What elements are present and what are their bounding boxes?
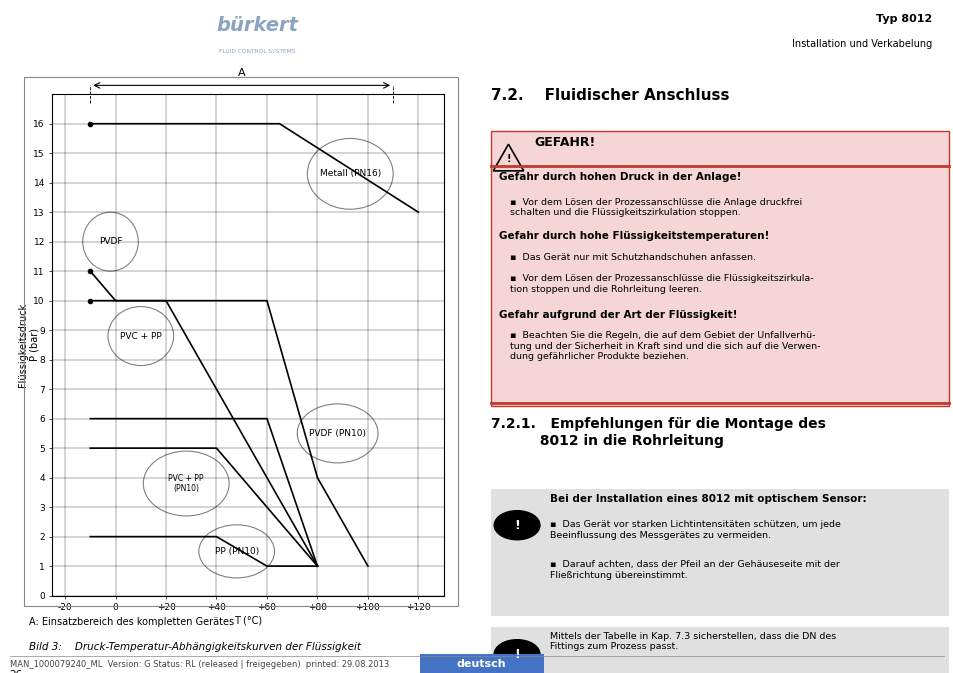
Text: Gefahr durch hohen Druck in der Anlage!: Gefahr durch hohen Druck in der Anlage! (498, 172, 740, 182)
Text: 7.2.    Fluidischer Anschluss: 7.2. Fluidischer Anschluss (491, 89, 729, 104)
Text: ▪  Vor dem Lösen der Prozessanschlüsse die Anlage druckfrei
schalten und die Flü: ▪ Vor dem Lösen der Prozessanschlüsse di… (510, 198, 801, 217)
Text: 26: 26 (10, 670, 23, 673)
Text: PVC + PP: PVC + PP (120, 332, 161, 341)
Y-axis label: Flüssigkeitsdruck
P (bar): Flüssigkeitsdruck P (bar) (18, 303, 40, 387)
Text: Bild 3:    Druck-Temperatur-Abhängigkeitskurven der Flüssigkeit: Bild 3: Druck-Temperatur-Abhängigkeitsku… (29, 641, 360, 651)
FancyBboxPatch shape (491, 627, 948, 673)
Text: GEFAHR!: GEFAHR! (534, 136, 595, 149)
Circle shape (494, 511, 539, 540)
Text: A: A (237, 68, 245, 78)
Text: deutsch: deutsch (456, 659, 506, 669)
Text: Bei der Installation eines 8012 mit optischem Sensor:: Bei der Installation eines 8012 mit opti… (550, 494, 866, 503)
Text: PVDF: PVDF (99, 237, 122, 246)
Text: Typ 8012: Typ 8012 (876, 14, 932, 24)
Text: ▪  Beachten Sie die Regeln, die auf dem Gebiet der Unfallverhü-
tung und der Sic: ▪ Beachten Sie die Regeln, die auf dem G… (510, 331, 820, 361)
Text: !: ! (506, 153, 510, 164)
Text: bürkert: bürkert (216, 15, 298, 34)
Text: !: ! (514, 647, 519, 661)
Text: ▪  Das Gerät nur mit Schutzhandschuhen anfassen.: ▪ Das Gerät nur mit Schutzhandschuhen an… (510, 252, 756, 262)
Text: Installation und Verkabelung: Installation und Verkabelung (792, 38, 932, 48)
Text: PVC + PP
(PN10): PVC + PP (PN10) (169, 474, 204, 493)
FancyBboxPatch shape (419, 653, 543, 673)
Text: MAN_1000079240_ML  Version: G Status: RL (released | freigegeben)  printed: 29.0: MAN_1000079240_ML Version: G Status: RL … (10, 660, 389, 669)
Text: Gefahr durch hohe Flüssigkeitstemperaturen!: Gefahr durch hohe Flüssigkeitstemperatur… (498, 231, 768, 241)
Text: ▪  Darauf achten, dass der Pfeil an der Gehäuseseite mit der
Fließrichtung übere: ▪ Darauf achten, dass der Pfeil an der G… (550, 561, 840, 579)
FancyBboxPatch shape (491, 131, 948, 406)
Text: Metall (PN16): Metall (PN16) (319, 170, 380, 178)
Text: Mittels der Tabelle in Kap. 7.3 sicherstellen, dass die DN des
Fittings zum Proz: Mittels der Tabelle in Kap. 7.3 sicherst… (550, 632, 836, 651)
Text: PP (PN10): PP (PN10) (214, 547, 258, 556)
Text: ▪  Das Gerät vor starken Lichtintensitäten schützen, um jede
Beeinflussung des M: ▪ Das Gerät vor starken Lichtintensitäte… (550, 520, 841, 540)
Circle shape (494, 639, 539, 669)
X-axis label: T (°C): T (°C) (233, 615, 262, 625)
Text: PVDF (PN10): PVDF (PN10) (309, 429, 366, 438)
FancyBboxPatch shape (491, 489, 948, 616)
Text: ▪  Vor dem Lösen der Prozessanschlüsse die Flüssigkeitszirkula-
tion stoppen und: ▪ Vor dem Lösen der Prozessanschlüsse di… (510, 275, 813, 294)
Text: Gefahr aufgrund der Art der Flüssigkeit!: Gefahr aufgrund der Art der Flüssigkeit! (498, 310, 737, 320)
Text: 7.2.1.   Empfehlungen für die Montage des
          8012 in die Rohrleitung: 7.2.1. Empfehlungen für die Montage des … (491, 417, 825, 448)
Text: FLUID CONTROL SYSTEMS: FLUID CONTROL SYSTEMS (219, 49, 295, 54)
Text: A: Einsatzbereich des kompletten Gerätes: A: Einsatzbereich des kompletten Gerätes (29, 617, 233, 627)
Text: !: ! (514, 519, 519, 532)
